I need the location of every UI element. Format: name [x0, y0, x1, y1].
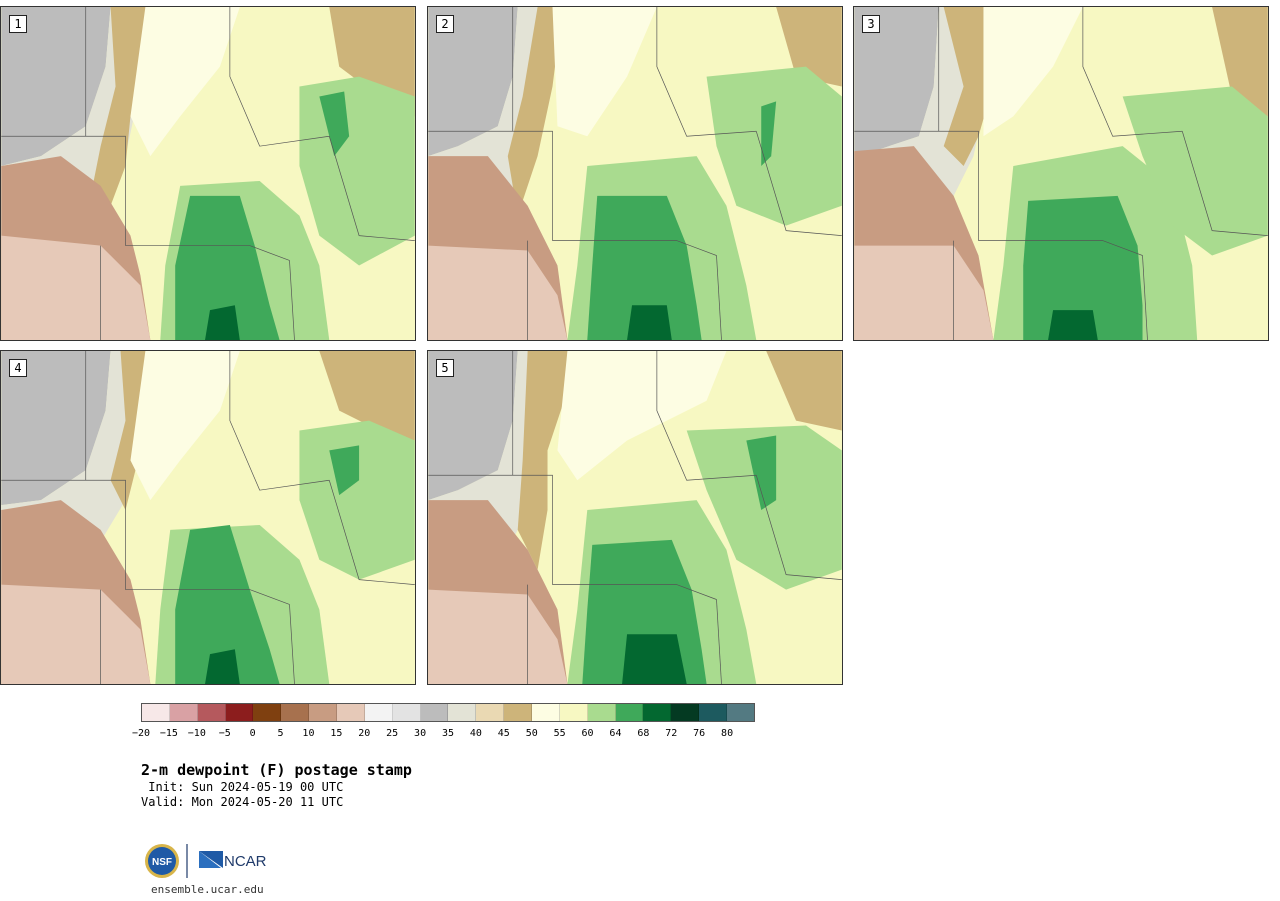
ensemble-member-panel-3: 3 — [853, 6, 1269, 341]
colorbar-swatch — [671, 704, 700, 721]
colorbar-swatch — [476, 704, 505, 721]
colorbar-swatch — [392, 704, 421, 721]
colorbar-tick: 40 — [469, 728, 482, 739]
colorbar-swatch — [643, 704, 672, 721]
colorbar-tick: 76 — [693, 728, 706, 739]
colorbar-tick-labels: −20 −15 −10 −5 0 5 10 15 20 25 30 35 40 45 50 55 60 64 68 7… — [132, 728, 755, 742]
colorbar-tick: 35 — [441, 728, 455, 739]
panel-number-label: 4 — [9, 359, 27, 377]
dewpoint-colorbar — [141, 703, 755, 722]
colorbar-swatch — [197, 704, 226, 721]
figure-title: 2-m dewpoint (F) postage stamp — [141, 761, 412, 779]
colorbar-tick: 30 — [414, 728, 427, 739]
dewpoint-map-1 — [1, 7, 415, 340]
colorbar-swatch — [587, 704, 616, 721]
colorbar-swatch — [504, 704, 533, 721]
sponsor-logos: NSF NCAR — [143, 842, 283, 882]
panel-number-label: 5 — [436, 359, 454, 377]
colorbar-swatch — [364, 704, 393, 721]
colorbar-tick: 10 — [302, 728, 315, 739]
colorbar-tick: 80 — [721, 728, 734, 739]
colorbar-tick: −20 — [131, 728, 151, 739]
ensemble-member-panel-2: 2 — [427, 6, 843, 341]
colorbar-swatch — [337, 704, 365, 721]
colorbar-tick: 5 — [277, 728, 284, 739]
colorbar-tick: 15 — [330, 728, 343, 739]
colorbar-tick: 50 — [525, 728, 538, 739]
dewpoint-map-5 — [428, 351, 842, 684]
panel-number-label: 2 — [436, 15, 454, 33]
colorbar-tick: 45 — [497, 728, 510, 739]
nsf-logo: NSF — [145, 844, 179, 878]
colorbar-swatch — [253, 704, 282, 721]
nsf-ncar-logo: NSF NCAR — [145, 844, 267, 878]
dewpoint-map-4 — [1, 351, 415, 684]
svg-text:NCAR: NCAR — [224, 853, 267, 870]
colorbar-swatch — [448, 704, 477, 721]
ensemble-member-panel-4: 4 — [0, 350, 416, 685]
colorbar-tick: 0 — [249, 728, 256, 739]
colorbar-swatch — [615, 704, 644, 721]
dewpoint-map-2 — [428, 7, 842, 340]
colorbar-swatch — [142, 704, 170, 721]
colorbar-tick: −10 — [187, 728, 206, 739]
colorbar-swatch — [281, 704, 310, 721]
dewpoint-map-3 — [854, 7, 1268, 340]
colorbar-tick: −5 — [218, 728, 231, 739]
panel-number-label: 3 — [862, 15, 880, 33]
ensemble-member-panel-1: 1 — [0, 6, 416, 341]
valid-time: Valid: Mon 2024-05-20 11 UTC — [141, 795, 344, 809]
panel-number-label: 1 — [9, 15, 27, 33]
svg-text:NSF: NSF — [152, 857, 172, 868]
colorbar-swatch — [699, 704, 728, 721]
colorbar-swatch — [309, 704, 338, 721]
ensemble-url: ensemble.ucar.edu — [151, 883, 264, 896]
colorbar-tick: 25 — [386, 728, 399, 739]
ensemble-member-panel-5: 5 — [427, 350, 843, 685]
colorbar-swatch — [727, 704, 754, 721]
colorbar-tick: 60 — [581, 728, 594, 739]
init-time: Init: Sun 2024-05-19 00 UTC — [141, 780, 344, 794]
colorbar-tick: 64 — [609, 728, 622, 739]
colorbar-tick: −15 — [159, 728, 178, 739]
colorbar-tick: 20 — [358, 728, 371, 739]
colorbar-swatch — [532, 704, 560, 721]
colorbar-tick: 68 — [637, 728, 650, 739]
colorbar-swatch — [559, 704, 588, 721]
colorbar-swatch — [420, 704, 449, 721]
colorbar-tick: 72 — [665, 728, 678, 739]
colorbar-tick: 55 — [553, 728, 566, 739]
ncar-logo: NCAR — [199, 851, 267, 870]
colorbar-swatch — [225, 704, 254, 721]
colorbar-swatch — [169, 704, 198, 721]
